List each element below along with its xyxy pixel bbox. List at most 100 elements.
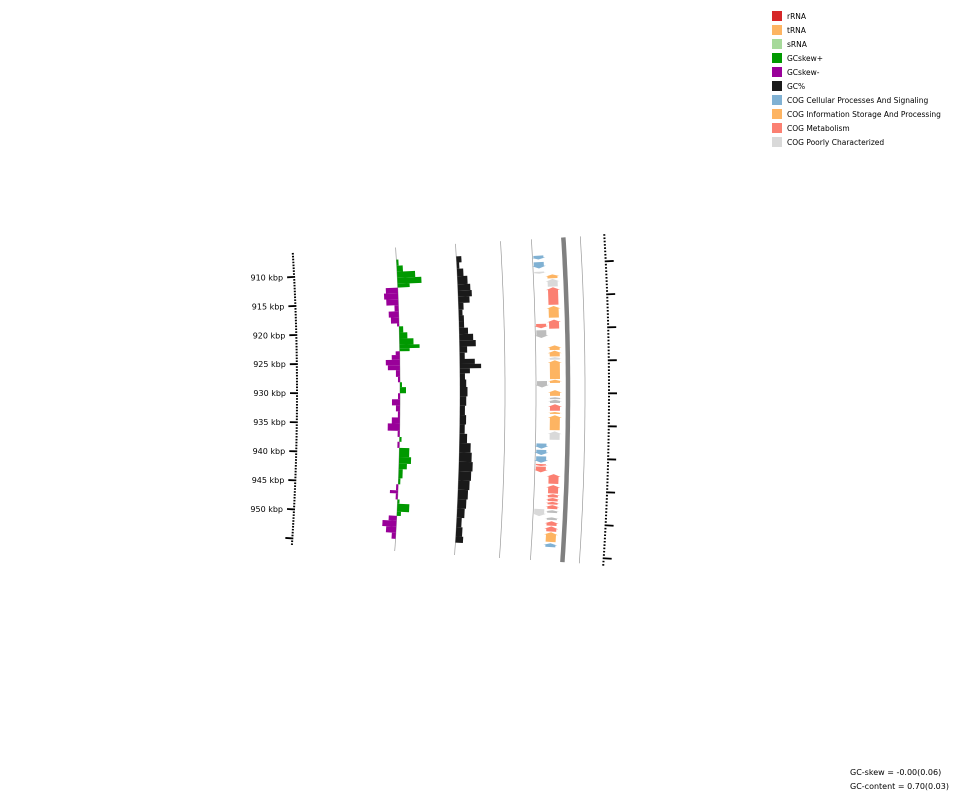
- axis-label-950: 950 kbp: [250, 505, 283, 514]
- guide-ring: [499, 241, 506, 559]
- legend-label: GCskew+: [787, 53, 824, 63]
- gc-content-bar: [457, 489, 469, 500]
- legend-label: COG Cellular Processes And Signaling: [787, 95, 929, 105]
- guide-ring: [394, 247, 401, 552]
- gc-skew-plus-bar: [398, 478, 401, 485]
- gc-content-bar: [459, 396, 467, 406]
- gene-arrow-reverse: [546, 474, 561, 484]
- gc-skew-plus-bar: [399, 436, 402, 442]
- inner-tick-marks: [285, 252, 299, 546]
- gc-content-bar: [456, 517, 462, 528]
- gene-arrow-reverse: [545, 510, 560, 514]
- gc-skew-minus-bar: [395, 351, 400, 356]
- gc-skew-minus-bar: [391, 417, 400, 424]
- rrna-swatch: [772, 11, 782, 21]
- gc-skew-minus-bar: [395, 493, 398, 500]
- cog-information-swatch: [772, 109, 782, 119]
- gc-skew-minus-bar: [385, 526, 397, 533]
- srna-swatch: [772, 39, 782, 49]
- cog-metabolism-swatch: [772, 123, 782, 133]
- gene-arrow-reverse: [547, 350, 562, 357]
- gc-content-bar: [459, 327, 469, 335]
- gc-content-bar: [455, 527, 463, 537]
- gc-skew-plus-bar: [397, 283, 410, 288]
- legend-item-gcskew-minus: GCskew-: [772, 65, 941, 79]
- gc-skew-plus-bar: [397, 503, 410, 513]
- gc-skew-minus-bar: [391, 354, 400, 360]
- gc-content-bar: [457, 289, 472, 297]
- axis-label-915: 915 kbp: [252, 302, 285, 311]
- gc-skew-plus-bar: [399, 332, 408, 339]
- axis-labels: 910 kbp 915 kbp 920 kbp 925 kbp 930 kbp …: [250, 274, 286, 514]
- gc-skew-minus-bar: [395, 405, 400, 412]
- gene-arrow-forward: [534, 456, 549, 463]
- gc-content-bar: [457, 499, 467, 509]
- legend-item-cog-cellular: COG Cellular Processes And Signaling: [772, 93, 941, 107]
- gc-skew-plus-bar: [398, 456, 412, 465]
- gc-content-bar: [459, 368, 470, 374]
- gc-content-bar: [458, 461, 473, 472]
- cog-poorly-swatch: [772, 137, 782, 147]
- major-tick: [285, 537, 294, 540]
- gene-arrow-reverse: [545, 494, 560, 498]
- forward-strand-genes: [531, 255, 549, 517]
- reverse-strand-genes: [543, 274, 562, 548]
- legend-label: rRNA: [787, 11, 807, 21]
- gc-skew-plus-bar: [399, 447, 410, 458]
- gene-arrow-reverse: [547, 412, 562, 414]
- legend-label: tRNA: [787, 25, 806, 35]
- legend-item-cog-metabolism: COG Metabolism: [772, 121, 941, 135]
- gc-skew-minus-bar: [387, 423, 400, 431]
- gene-arrow-reverse: [545, 501, 560, 505]
- gene-arrow-forward: [534, 449, 549, 455]
- gene-arrow-reverse: [544, 521, 559, 526]
- gene-arrow-reverse: [546, 306, 561, 318]
- axis-label-920: 920 kbp: [253, 331, 286, 340]
- gene-arrow-reverse: [544, 517, 559, 521]
- gc-content-bar: [457, 275, 468, 285]
- gc-skew-minus-bar: [387, 365, 400, 371]
- gc-skew-minus-bar: [382, 519, 397, 527]
- gc-skew-track: [382, 259, 422, 539]
- gc-skew-minus-bar: [395, 484, 399, 491]
- gc-content-bar: [459, 387, 468, 397]
- gc-skew-plus-bar: [399, 382, 402, 388]
- gene-arrow-reverse: [547, 431, 562, 440]
- gc-content-bar: [459, 346, 468, 353]
- legend-item-gcskew-plus: GCskew+: [772, 51, 941, 65]
- gc-skew-plus-bar: [397, 276, 422, 284]
- gene-arrow-reverse: [546, 287, 560, 305]
- gc-content-bar: [456, 256, 462, 263]
- gene-arrow-reverse: [547, 345, 562, 351]
- gene-arrow-forward: [534, 323, 549, 329]
- gene-arrow-forward: [534, 463, 548, 466]
- gc-skew-plus-bar: [399, 387, 406, 394]
- gene-arrow-reverse: [548, 390, 562, 396]
- gc-content-bar: [458, 302, 464, 310]
- gc-content-bar: [456, 268, 464, 277]
- gc-skew-plus-bar: [399, 326, 404, 333]
- gene-arrow-reverse: [548, 404, 562, 411]
- gene-arrow-forward: [534, 443, 549, 449]
- backbone-line: [560, 237, 571, 563]
- gc-content-bar: [456, 262, 460, 269]
- gc-skew-minus-bar: [385, 359, 400, 366]
- legend-item-cog-information: COG Information Storage And Processing: [772, 107, 941, 121]
- axis-label-925: 925 kbp: [253, 360, 286, 369]
- gc-skew-minus-bar: [397, 323, 400, 327]
- gene-arrow-forward: [531, 261, 546, 269]
- axis-label-935: 935 kbp: [253, 418, 286, 427]
- legend-label: COG Metabolism: [787, 123, 850, 133]
- gc-skew-plus-bar: [396, 259, 399, 266]
- gc-skew-plus-bar: [397, 499, 400, 504]
- gc-content-swatch: [772, 81, 782, 91]
- gene-arrow-reverse: [547, 360, 562, 380]
- gene-arrow-reverse: [547, 357, 562, 360]
- gene-arrow-reverse: [544, 532, 558, 543]
- gc-content-bar: [459, 415, 467, 425]
- gc-content-bar: [459, 443, 471, 453]
- gc-content-bar: [459, 373, 465, 380]
- gc-skew-minus-bar: [397, 430, 400, 437]
- gc-skew-plus-bar: [396, 265, 403, 272]
